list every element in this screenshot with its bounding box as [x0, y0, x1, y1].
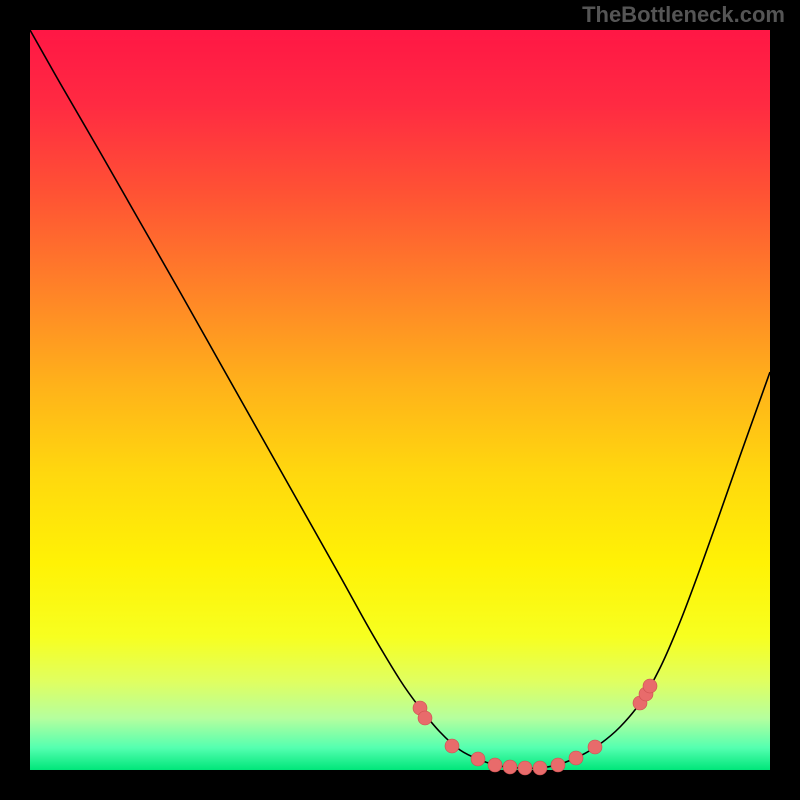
curve-marker	[518, 761, 532, 775]
curve-marker	[569, 751, 583, 765]
watermark-label: TheBottleneck.com	[582, 2, 785, 27]
plot-background	[30, 30, 770, 770]
bottleneck-chart: TheBottleneck.com	[0, 0, 800, 800]
curve-marker	[533, 761, 547, 775]
curve-marker	[588, 740, 602, 754]
curve-marker	[488, 758, 502, 772]
curve-marker	[551, 758, 565, 772]
curve-marker	[471, 752, 485, 766]
curve-marker	[503, 760, 517, 774]
curve-marker	[643, 679, 657, 693]
curve-marker	[445, 739, 459, 753]
curve-marker	[418, 711, 432, 725]
chart-svg: TheBottleneck.com	[0, 0, 800, 800]
